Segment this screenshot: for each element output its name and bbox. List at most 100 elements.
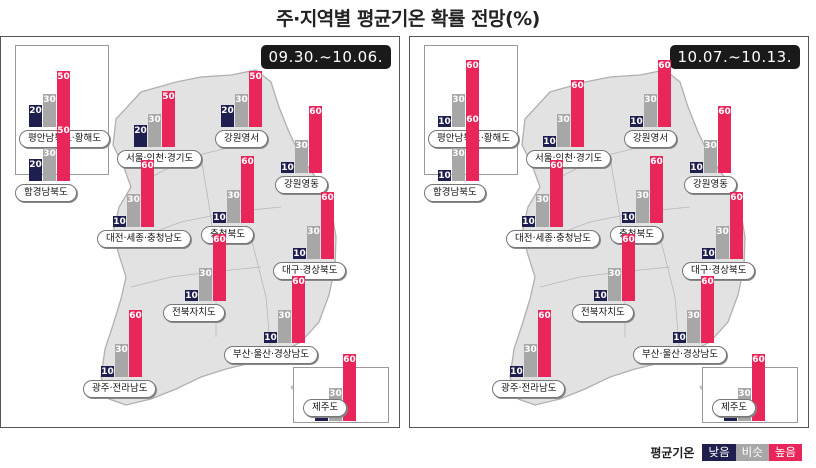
bar-high: 60 <box>466 60 479 127</box>
legend: 평균기온 낮음 비슷 높음 <box>650 443 802 461</box>
forecast-panel-week2: 10.07.~10.13. 103060평안남북도·황해도103060함경남북도… <box>409 36 809 428</box>
region-7: 10 30 60 <box>702 192 744 259</box>
region-1: 10 30 60 <box>438 114 480 181</box>
region-6: 10 30 60 <box>622 156 664 223</box>
bar-high: 50 <box>249 71 262 127</box>
bar-high: 60 <box>292 276 305 343</box>
bar-low: 10 <box>101 365 114 377</box>
bar-low: 10 <box>113 215 126 227</box>
region-9: 10 30 60 <box>673 276 715 343</box>
bar-similar: 30 <box>199 267 212 301</box>
bar-high: 60 <box>718 106 731 173</box>
region-label: 강원영동 <box>684 176 737 194</box>
bar-high: 60 <box>129 310 142 377</box>
bar-high: 60 <box>550 160 563 227</box>
region-2: 10 30 60 <box>543 80 585 147</box>
region-0: 10 30 60 <box>438 60 480 127</box>
bar-similar: 30 <box>278 309 291 343</box>
legend-similar: 비슷 <box>735 443 769 461</box>
bar-low: 10 <box>622 211 635 223</box>
region-9: 10 30 60 <box>264 276 306 343</box>
bar-low: 20 <box>29 104 42 127</box>
bar-low: 20 <box>221 104 234 127</box>
bar-similar: 30 <box>557 113 570 147</box>
bar-high: 60 <box>241 156 254 223</box>
bar-low: 20 <box>29 158 42 181</box>
bar-similar: 30 <box>43 147 56 181</box>
bar-high: 60 <box>466 114 479 181</box>
region-label: 전북자치도 <box>163 304 225 322</box>
bar-low: 10 <box>185 289 198 301</box>
forecast-panel-week1: 09.30.~10.06. 203050평안남북도·황해도203050함경남북도… <box>0 36 400 428</box>
region-label: 대구·경상북도 <box>682 262 756 280</box>
region-5: 10 30 60 <box>113 160 155 227</box>
bar-high: 50 <box>162 91 175 147</box>
bar-similar: 30 <box>687 309 700 343</box>
bar-similar: 30 <box>636 189 649 223</box>
region-5: 10 30 60 <box>522 160 564 227</box>
region-label: 대구·경상북도 <box>273 262 347 280</box>
bar-similar: 30 <box>452 93 465 127</box>
bar-high: 60 <box>650 156 663 223</box>
bar-similar: 30 <box>227 189 240 223</box>
forecast-period-label: 10.07.~10.13. <box>669 45 800 69</box>
region-4: 10 30 60 <box>690 106 732 173</box>
region-label: 부산·울산·경상남도 <box>224 346 318 364</box>
bar-low: 10 <box>293 247 306 259</box>
region-label: 서울·인천·경기도 <box>526 150 612 168</box>
region-label: 함경남북도 <box>15 184 77 202</box>
bar-similar: 30 <box>148 113 161 147</box>
region-label: 부산·울산·경상남도 <box>633 346 727 364</box>
bar-high: 50 <box>57 125 70 181</box>
bar-similar: 30 <box>452 147 465 181</box>
region-label: 광주·전라남도 <box>83 380 157 398</box>
region-10: 10 30 60 <box>510 310 552 377</box>
region-7: 10 30 60 <box>293 192 335 259</box>
bar-high: 60 <box>701 276 714 343</box>
region-3: 20 30 50 <box>221 60 263 127</box>
bar-low: 10 <box>264 331 277 343</box>
region-6: 10 30 60 <box>213 156 255 223</box>
bar-low: 10 <box>510 365 523 377</box>
bar-high: 60 <box>321 192 334 259</box>
bar-low: 10 <box>281 161 294 173</box>
bar-low: 10 <box>690 161 703 173</box>
bar-high: 60 <box>730 192 743 259</box>
bar-high: 60 <box>622 234 635 301</box>
bar-low: 10 <box>438 115 451 127</box>
region-label: 강원영서 <box>624 130 677 148</box>
bar-high: 60 <box>571 80 584 147</box>
bar-similar: 30 <box>644 93 657 127</box>
bar-high: 60 <box>213 234 226 301</box>
bar-high: 50 <box>57 71 70 127</box>
bar-similar: 30 <box>716 225 729 259</box>
region-label: 제주도 <box>712 399 757 417</box>
legend-high: 높음 <box>768 443 802 461</box>
bar-low: 10 <box>438 169 451 181</box>
bar-similar: 30 <box>608 267 621 301</box>
bar-high: 60 <box>309 106 322 173</box>
bar-low: 20 <box>134 124 147 147</box>
bar-similar: 30 <box>704 139 717 173</box>
legend-low: 낮음 <box>702 443 736 461</box>
region-2: 20 30 50 <box>134 80 176 147</box>
region-4: 10 30 60 <box>281 106 323 173</box>
region-label: 강원영서 <box>215 130 268 148</box>
region-label: 강원영동 <box>275 176 328 194</box>
bar-similar: 30 <box>295 139 308 173</box>
bar-similar: 30 <box>307 225 320 259</box>
bar-low: 10 <box>213 211 226 223</box>
region-label: 함경남북도 <box>424 184 486 202</box>
bar-similar: 30 <box>115 343 128 377</box>
bar-low: 10 <box>630 115 643 127</box>
region-8: 10 30 60 <box>185 234 227 301</box>
region-0: 20 30 50 <box>29 60 71 127</box>
region-10: 10 30 60 <box>101 310 143 377</box>
region-3: 10 30 60 <box>630 60 672 127</box>
region-8: 10 30 60 <box>594 234 636 301</box>
bar-similar: 30 <box>43 93 56 127</box>
bar-similar: 30 <box>127 193 140 227</box>
page-title: 주·지역별 평균기온 확률 전망(%) <box>276 8 540 30</box>
bar-high: 60 <box>538 310 551 377</box>
bar-low: 10 <box>702 247 715 259</box>
